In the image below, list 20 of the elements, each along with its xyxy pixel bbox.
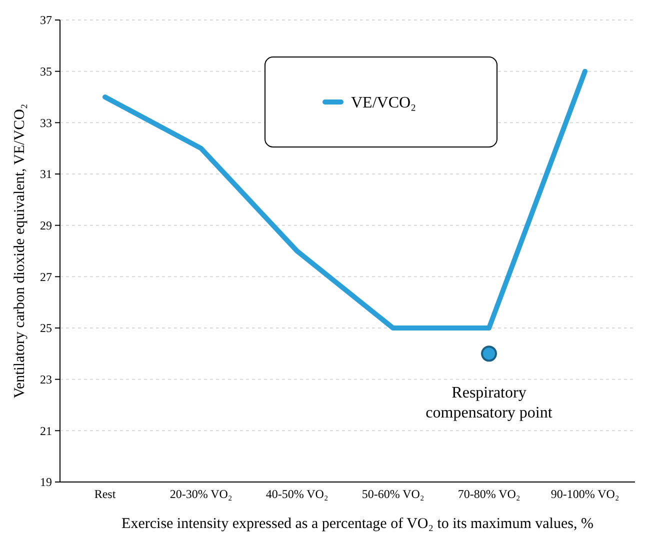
y-tick-label: 21 <box>40 424 52 438</box>
annotation: Respiratory compensatory point <box>426 384 553 422</box>
y-tick-label: 29 <box>40 218 52 233</box>
y-tick-label: 23 <box>40 372 52 387</box>
y-tick-label: 33 <box>40 116 52 130</box>
y-tick-label: 19 <box>40 475 52 490</box>
x-tick-label: 40-50% VO₂ <box>266 487 328 501</box>
x-tick-label: Rest <box>94 487 116 501</box>
y-tick-label: 25 <box>40 321 52 336</box>
y-axis-title: Ventilatory carbon dioxide equivalent, VE/VCO₂ <box>12 104 28 398</box>
legend-label: VE/VCO₂ <box>351 94 416 112</box>
x-tick-label: 70-80% VO₂ <box>458 487 520 501</box>
x-axis-title: Exercise intensity expressed as a percentage of VO₂ to its maximum values, % <box>122 516 594 532</box>
y-tick-label: 27 <box>40 270 52 284</box>
x-tick-label: 90-100% VO₂ <box>550 487 620 501</box>
y-tick-label: 31 <box>40 167 52 182</box>
y-tick-label: 35 <box>40 64 52 79</box>
y-tick-label: 37 <box>40 13 52 28</box>
x-tick-label: 20-30% VO₂ <box>170 487 232 501</box>
x-tick-label: 50-60% VO₂ <box>362 487 424 501</box>
